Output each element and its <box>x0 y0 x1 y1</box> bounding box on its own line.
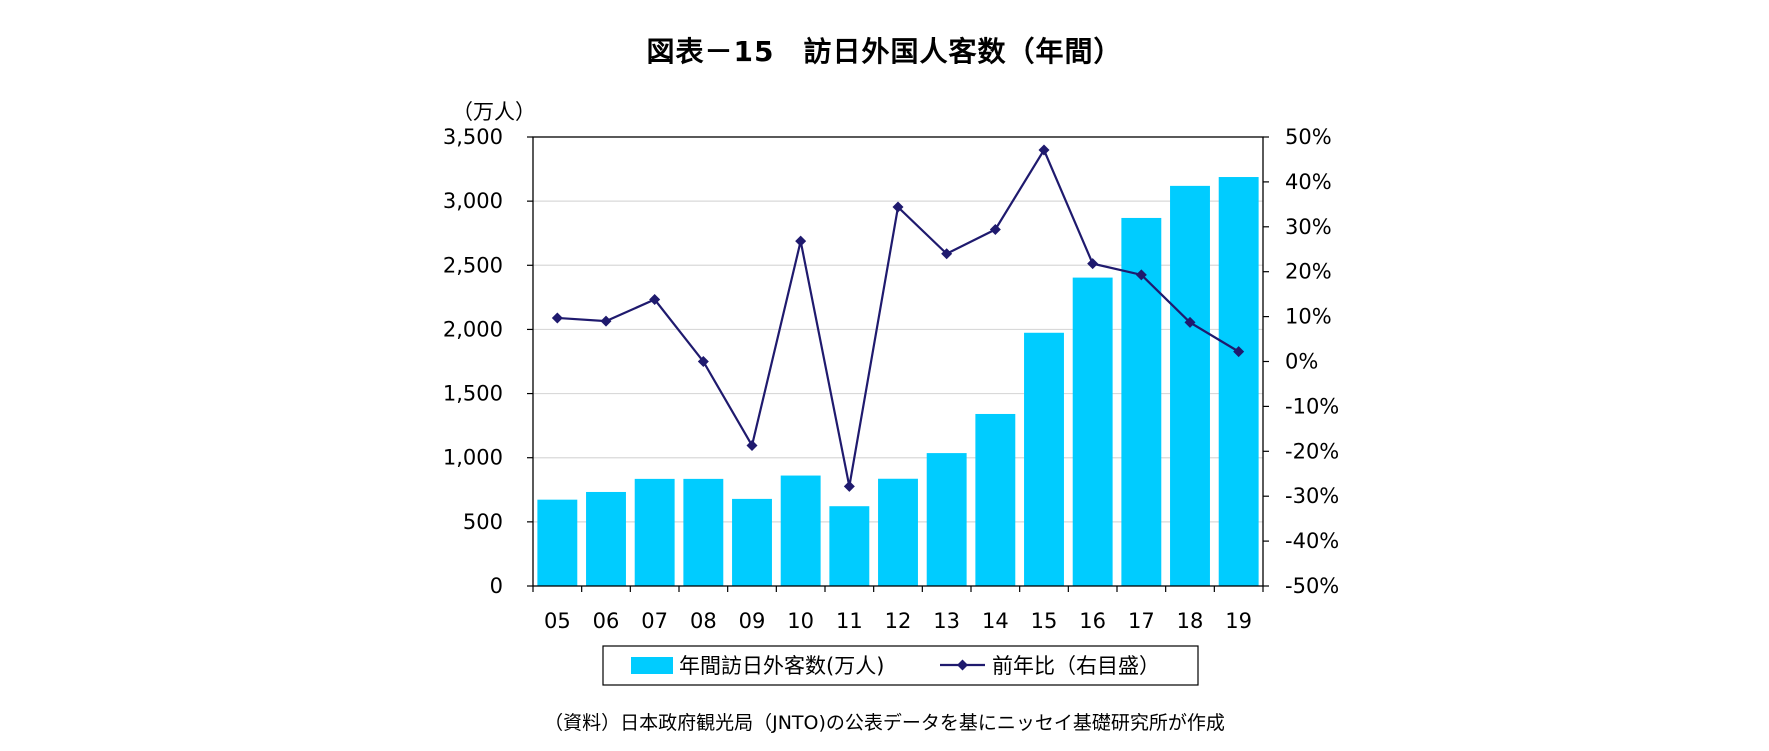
source-note: （資料）日本政府観光局（JNTO)の公表データを基にニッセイ基礎研究所が作成 <box>544 712 1225 734</box>
right-tick-label: 30% <box>1285 215 1332 239</box>
bar-19 <box>1218 177 1259 586</box>
bar-15 <box>1024 332 1064 586</box>
yoy-point-07 <box>649 294 661 306</box>
bars <box>537 177 1259 586</box>
tick-labels: 0 500 1,000 1,500 2,000 2,500 3,000 3,500 -50% -4… <box>443 100 1339 633</box>
bar-06 <box>586 491 626 586</box>
right-tick-label: -50% <box>1285 574 1339 598</box>
right-tick-label: 50% <box>1285 125 1332 149</box>
yoy-point-10 <box>795 235 807 247</box>
yoy-line <box>551 144 1245 492</box>
x-tick-label: 14 <box>982 609 1009 633</box>
yoy-point-09 <box>746 439 758 451</box>
bar-16 <box>1072 277 1113 586</box>
yoy-point-11 <box>843 480 855 492</box>
legend-label-bar: 年間訪日外客数(万人) <box>679 654 884 678</box>
bar-12 <box>878 478 918 586</box>
bar-11 <box>829 506 870 586</box>
x-tick-label: 09 <box>739 609 766 633</box>
bar-08 <box>683 478 724 586</box>
chart-title: 図表－15 訪日外国人客数（年間） <box>646 35 1123 68</box>
yoy-point-15 <box>1038 144 1050 156</box>
x-tick-label: 12 <box>885 609 912 633</box>
right-tick-label: 10% <box>1285 305 1332 329</box>
yoy-point-14 <box>989 223 1001 235</box>
bar-13 <box>926 453 967 586</box>
yoy-point-05 <box>551 312 563 324</box>
yoy-point-16 <box>1087 258 1099 270</box>
x-tick-label: 05 <box>544 609 571 633</box>
bar-10 <box>780 475 821 586</box>
left-tick-label: 3,000 <box>443 189 503 213</box>
axes <box>527 136 1269 592</box>
y-unit-label: （万人） <box>452 100 536 124</box>
x-tick-label: 18 <box>1177 609 1204 633</box>
right-tick-label: 20% <box>1285 260 1332 284</box>
yoy-point-19 <box>1233 346 1245 358</box>
left-tick-label: 3,500 <box>443 125 503 149</box>
legend-swatch-bar <box>631 657 673 674</box>
left-tick-label: 2,000 <box>443 317 503 341</box>
x-tick-label: 10 <box>787 609 814 633</box>
left-tick-label: 1,500 <box>443 382 503 406</box>
x-tick-label: 07 <box>641 609 668 633</box>
x-tick-label: 08 <box>690 609 717 633</box>
left-tick-label: 0 <box>490 574 503 598</box>
right-tick-label: -40% <box>1285 529 1339 553</box>
x-tick-label: 11 <box>836 609 863 633</box>
right-tick-label: -30% <box>1285 484 1339 508</box>
bar-18 <box>1170 185 1210 586</box>
legend-box <box>602 645 1199 686</box>
x-tick-label: 17 <box>1128 609 1155 633</box>
left-tick-label: 2,500 <box>443 253 503 277</box>
x-tick-label: 15 <box>1031 609 1058 633</box>
yoy-point-18 <box>1184 316 1196 328</box>
yoy-point-06 <box>600 315 612 327</box>
yoy-point-13 <box>941 248 953 260</box>
right-tick-label: 0% <box>1285 350 1318 374</box>
yoy-point-08 <box>697 356 709 367</box>
legend-label-line: 前年比（右目盛） <box>992 654 1160 678</box>
bar-05 <box>537 499 578 586</box>
bar-07 <box>634 478 675 586</box>
legend-swatch-marker <box>957 659 968 671</box>
x-tick-label: 16 <box>1079 609 1106 633</box>
x-tick-label: 19 <box>1225 609 1252 633</box>
left-tick-label: 500 <box>463 510 503 534</box>
x-tick-label: 13 <box>933 609 960 633</box>
x-tick-label: 06 <box>593 609 620 633</box>
bar-14 <box>975 413 1016 586</box>
yoy-point-17 <box>1135 269 1147 281</box>
left-tick-label: 1,000 <box>443 446 503 470</box>
legend: 年間訪日外客数(万人) 前年比（右目盛） <box>602 645 1199 686</box>
yoy-point-12 <box>892 201 904 213</box>
right-tick-label: -20% <box>1285 439 1339 463</box>
bar-09 <box>732 498 772 586</box>
right-tick-label: 40% <box>1285 170 1332 194</box>
right-tick-label: -10% <box>1285 394 1339 418</box>
